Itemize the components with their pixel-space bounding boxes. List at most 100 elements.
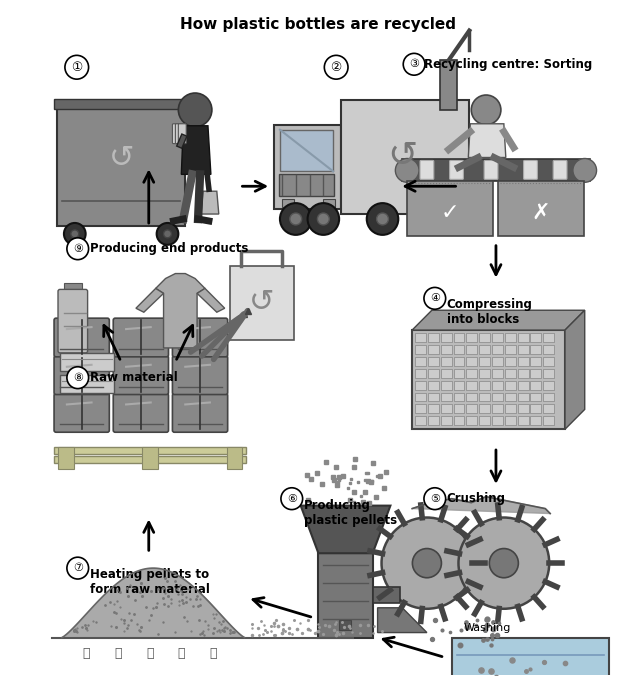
FancyBboxPatch shape: [479, 333, 490, 342]
FancyBboxPatch shape: [518, 333, 529, 342]
FancyBboxPatch shape: [428, 405, 439, 414]
Text: ✓: ✓: [440, 203, 459, 223]
Circle shape: [458, 517, 549, 609]
FancyBboxPatch shape: [492, 345, 503, 354]
FancyBboxPatch shape: [339, 620, 351, 630]
FancyBboxPatch shape: [505, 357, 516, 365]
FancyBboxPatch shape: [172, 393, 228, 433]
Circle shape: [67, 367, 88, 388]
FancyBboxPatch shape: [518, 369, 529, 378]
FancyBboxPatch shape: [479, 405, 490, 414]
Text: ↺: ↺: [108, 144, 134, 173]
Circle shape: [396, 159, 419, 182]
FancyBboxPatch shape: [415, 357, 426, 365]
Text: Crushing: Crushing: [447, 492, 506, 505]
Circle shape: [67, 238, 88, 260]
FancyBboxPatch shape: [372, 587, 400, 603]
FancyBboxPatch shape: [441, 333, 452, 342]
FancyBboxPatch shape: [467, 333, 477, 342]
FancyBboxPatch shape: [452, 637, 609, 678]
FancyBboxPatch shape: [441, 357, 452, 365]
Text: ↆ: ↆ: [209, 647, 216, 660]
FancyBboxPatch shape: [454, 405, 465, 414]
FancyBboxPatch shape: [531, 393, 541, 401]
FancyBboxPatch shape: [54, 456, 246, 463]
FancyBboxPatch shape: [479, 393, 490, 401]
FancyBboxPatch shape: [441, 405, 452, 414]
Text: ⑤: ⑤: [430, 494, 440, 504]
FancyBboxPatch shape: [543, 345, 554, 354]
Text: How plastic bottles are recycled: How plastic bottles are recycled: [180, 17, 456, 32]
FancyBboxPatch shape: [172, 356, 228, 395]
FancyBboxPatch shape: [230, 266, 294, 340]
Text: ⑦: ⑦: [73, 563, 83, 573]
FancyBboxPatch shape: [467, 369, 477, 378]
FancyBboxPatch shape: [492, 380, 503, 390]
Circle shape: [573, 159, 596, 182]
Circle shape: [164, 230, 172, 238]
FancyBboxPatch shape: [415, 405, 426, 414]
Circle shape: [367, 203, 398, 235]
FancyBboxPatch shape: [415, 369, 426, 378]
Circle shape: [64, 223, 86, 245]
FancyBboxPatch shape: [479, 369, 490, 378]
FancyBboxPatch shape: [441, 345, 452, 354]
FancyBboxPatch shape: [479, 345, 490, 354]
FancyBboxPatch shape: [467, 393, 477, 401]
FancyBboxPatch shape: [505, 345, 516, 354]
FancyBboxPatch shape: [412, 330, 565, 429]
FancyBboxPatch shape: [54, 318, 109, 357]
FancyBboxPatch shape: [467, 405, 477, 414]
Circle shape: [424, 487, 445, 510]
FancyBboxPatch shape: [113, 356, 168, 395]
FancyBboxPatch shape: [518, 357, 529, 365]
FancyBboxPatch shape: [227, 447, 243, 469]
Circle shape: [471, 95, 501, 125]
Text: ⑨: ⑨: [73, 244, 83, 254]
Text: ↆ: ↆ: [115, 647, 122, 660]
FancyBboxPatch shape: [505, 393, 516, 401]
Polygon shape: [156, 273, 205, 348]
Text: ①: ①: [71, 61, 83, 74]
FancyBboxPatch shape: [492, 393, 503, 401]
FancyBboxPatch shape: [518, 416, 529, 425]
Text: ⑥: ⑥: [287, 494, 297, 504]
FancyBboxPatch shape: [484, 161, 498, 179]
FancyBboxPatch shape: [441, 369, 452, 378]
FancyBboxPatch shape: [179, 124, 186, 144]
Circle shape: [376, 213, 388, 225]
FancyBboxPatch shape: [454, 380, 465, 390]
Polygon shape: [301, 506, 390, 553]
FancyBboxPatch shape: [319, 553, 372, 637]
FancyBboxPatch shape: [54, 99, 188, 109]
FancyBboxPatch shape: [454, 333, 465, 342]
Circle shape: [436, 203, 467, 235]
FancyBboxPatch shape: [505, 416, 516, 425]
Polygon shape: [201, 191, 219, 214]
FancyBboxPatch shape: [415, 393, 426, 401]
FancyBboxPatch shape: [492, 369, 503, 378]
FancyBboxPatch shape: [415, 380, 426, 390]
FancyBboxPatch shape: [172, 318, 228, 357]
FancyBboxPatch shape: [428, 357, 439, 365]
FancyBboxPatch shape: [518, 345, 529, 354]
FancyBboxPatch shape: [531, 380, 541, 390]
Circle shape: [421, 213, 433, 225]
Text: Heating pellets to
form raw material: Heating pellets to form raw material: [90, 568, 209, 596]
FancyBboxPatch shape: [505, 333, 516, 342]
Text: ③: ③: [409, 59, 419, 69]
Circle shape: [412, 549, 442, 578]
Circle shape: [324, 56, 348, 79]
FancyBboxPatch shape: [441, 380, 452, 390]
FancyBboxPatch shape: [467, 380, 477, 390]
FancyBboxPatch shape: [524, 161, 538, 179]
FancyBboxPatch shape: [60, 375, 114, 393]
Text: ↺: ↺: [387, 138, 417, 172]
FancyBboxPatch shape: [531, 333, 541, 342]
Polygon shape: [565, 311, 585, 429]
FancyBboxPatch shape: [518, 380, 529, 390]
Circle shape: [67, 557, 88, 579]
Text: Producing
plastic pellets: Producing plastic pellets: [303, 499, 397, 527]
FancyBboxPatch shape: [279, 174, 334, 196]
FancyBboxPatch shape: [454, 369, 465, 378]
